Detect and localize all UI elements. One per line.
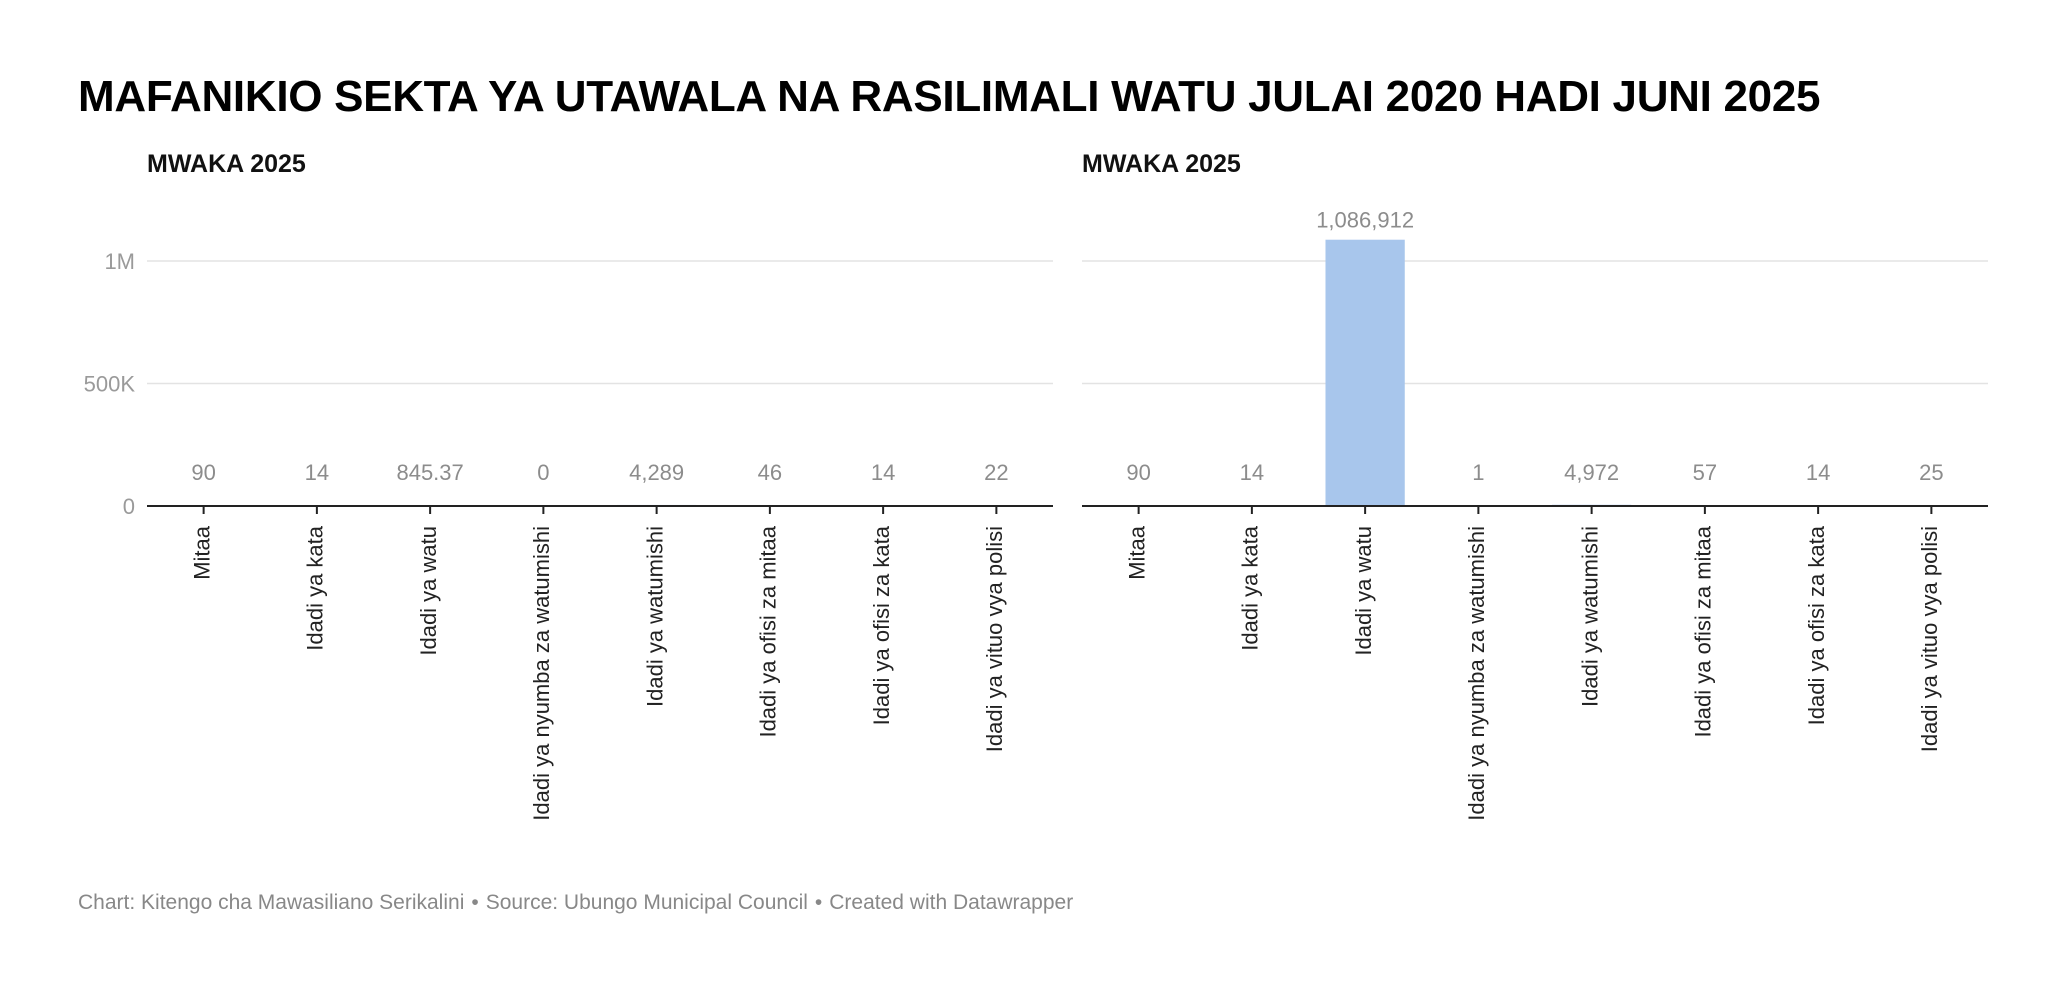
value-label: 46: [758, 460, 782, 485]
category-label: Idadi ya kata: [1238, 525, 1263, 651]
category-label: Idadi ya watu: [416, 526, 441, 656]
category-label: Idadi ya ofisi za mitaa: [756, 525, 781, 737]
category-label: Idadi ya vituo vya polisi: [1917, 526, 1942, 752]
chart-footer: Chart: Kitengo cha Mawasiliano Serikalin…: [78, 891, 1073, 915]
value-label: 1,086,912: [1316, 208, 1414, 233]
category-label: Mitaa: [189, 525, 214, 580]
panel-title: MWAKA 2025: [1082, 150, 1241, 178]
category-label: Idadi ya watumishi: [1577, 526, 1602, 707]
y-tick-label: 500K: [84, 372, 136, 397]
value-label: 1: [1472, 460, 1484, 485]
category-label: Idadi ya ofisi za kata: [869, 525, 894, 725]
value-label: 0: [537, 460, 549, 485]
bar: [1325, 239, 1405, 507]
value-label: 845.37: [396, 460, 463, 485]
value-label: 22: [984, 460, 1008, 485]
value-label: 25: [1919, 460, 1943, 485]
panel-title: MWAKA 2025: [147, 150, 306, 178]
value-label: 4,289: [629, 460, 684, 485]
value-label: 14: [1240, 460, 1264, 485]
value-label: 90: [191, 460, 215, 485]
footer-source: Source: Ubungo Municipal Council: [485, 891, 808, 914]
value-label: 90: [1126, 460, 1150, 485]
footer-created-with: Created with Datawrapper: [829, 891, 1074, 914]
value-label: 14: [1806, 460, 1830, 485]
value-label: 57: [1693, 460, 1717, 485]
value-label: 4,972: [1564, 460, 1619, 485]
category-label: Idadi ya nyumba za watumishi: [529, 526, 554, 821]
category-label: Idadi ya ofisi za mitaa: [1691, 525, 1716, 737]
category-label: Idadi ya watumishi: [642, 526, 667, 707]
footer-separator: •: [471, 891, 479, 914]
y-tick-label: 1M: [104, 249, 135, 274]
category-label: Idadi ya kata: [303, 525, 328, 651]
value-label: 14: [305, 460, 329, 485]
value-label: 14: [871, 460, 895, 485]
category-label: Idadi ya vituo vya polisi: [982, 526, 1007, 752]
footer-separator: •: [814, 891, 823, 914]
y-tick-label: 0: [123, 494, 135, 519]
category-label: Idadi ya nyumba za watumishi: [1464, 526, 1489, 821]
category-label: Idadi ya watu: [1351, 526, 1376, 656]
footer-chart-credit: Chart: Kitengo cha Mawasiliano Serikalin…: [78, 891, 465, 914]
category-label: Mitaa: [1124, 525, 1149, 580]
category-label: Idadi ya ofisi za kata: [1804, 525, 1829, 725]
chart-title: MAFANIKIO SEKTA YA UTAWALA NA RASILIMALI…: [78, 72, 1821, 121]
